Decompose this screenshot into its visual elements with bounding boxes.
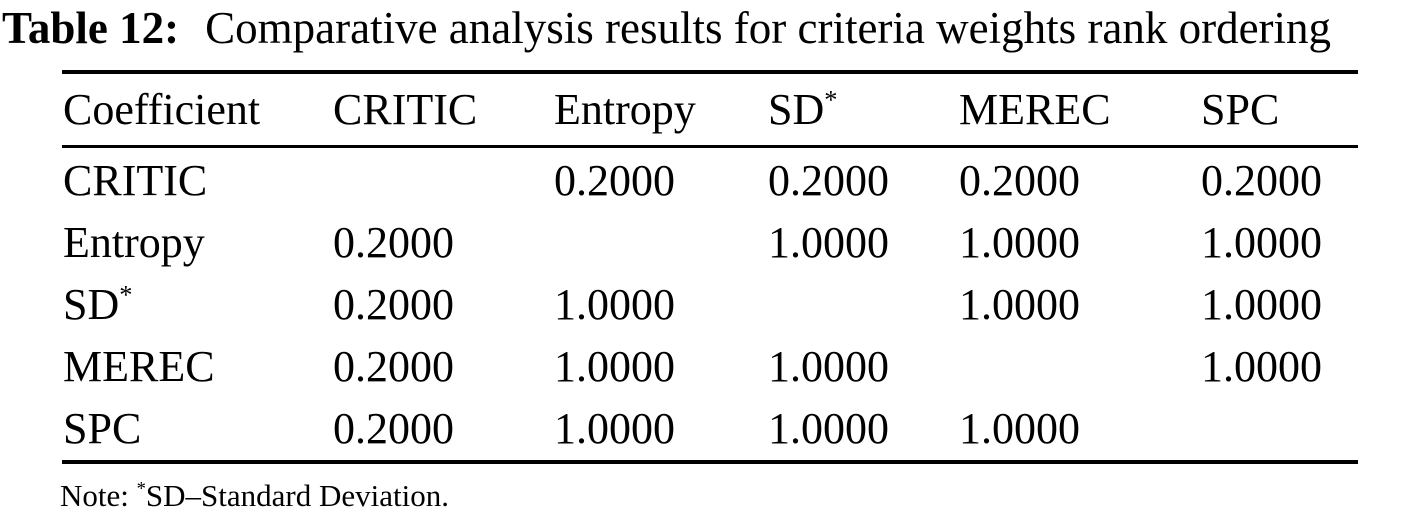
row-header: SPC [63, 404, 142, 453]
column-header-critic: CRITIC [333, 84, 478, 134]
caption-label: Table 12: [2, 3, 180, 53]
row-header: CRITIC [63, 156, 208, 205]
table-cell: 1.0000 [1201, 218, 1322, 267]
table-row-critic: CRITIC 0.2000 0.2000 0.2000 0.2000 [62, 150, 1358, 212]
footnote-prefix: Note: [60, 478, 137, 513]
table-cell: 1.0000 [959, 404, 1080, 453]
table-row-spc: SPC 0.2000 1.0000 1.0000 1.0000 [62, 398, 1358, 460]
column-header-merec: MEREC [959, 84, 1111, 134]
table-caption: Table 12: Comparative analysis results fo… [2, 3, 1331, 55]
table-cell: 1.0000 [959, 280, 1080, 329]
table-cell: 0.2000 [333, 342, 454, 391]
table-row-sd: SD* 0.2000 1.0000 1.0000 1.0000 [62, 274, 1358, 336]
row-header: MEREC [63, 342, 215, 391]
table-body: CRITIC 0.2000 0.2000 0.2000 0.2000 Entro… [62, 148, 1358, 460]
table-cell: 1.0000 [1201, 280, 1322, 329]
table-cell: 1.0000 [768, 218, 889, 267]
column-header-coefficient: Coefficient [63, 84, 261, 134]
table-cell: 1.0000 [554, 280, 675, 329]
table-cell: 0.2000 [333, 280, 454, 329]
table-cell: 0.2000 [768, 156, 889, 205]
column-header-entropy: Entropy [554, 84, 696, 134]
table-cell: 0.2000 [333, 404, 454, 453]
table-header-row: Coefficient CRITIC Entropy SD* MEREC SPC [62, 74, 1358, 148]
comparison-table: Coefficient CRITIC Entropy SD* MEREC SPC… [62, 70, 1358, 464]
column-header-spc: SPC [1201, 84, 1280, 134]
table-row-merec: MEREC 0.2000 1.0000 1.0000 1.0000 [62, 336, 1358, 398]
footnote-text: SD–Standard Deviation. [145, 478, 449, 513]
table-row-entropy: Entropy 0.2000 1.0000 1.0000 1.0000 [62, 212, 1358, 274]
table-cell: 1.0000 [959, 218, 1080, 267]
table-cell: 1.0000 [768, 404, 889, 453]
table-cell: 0.2000 [333, 218, 454, 267]
caption-text: Comparative analysis results for criteri… [205, 3, 1332, 53]
table-cell: 1.0000 [554, 404, 675, 453]
row-header: SD* [63, 279, 133, 329]
table-footnote: Note: *SD–Standard Deviation. [60, 477, 449, 514]
row-header: Entropy [63, 218, 205, 267]
column-header-sd: SD* [768, 83, 838, 134]
table-cell: 1.0000 [554, 342, 675, 391]
table-cell: 1.0000 [1201, 342, 1322, 391]
table-cell: 0.2000 [959, 156, 1080, 205]
superscript-asterisk: * [136, 478, 146, 500]
table-cell: 0.2000 [1201, 156, 1322, 205]
superscript-asterisk: * [119, 279, 133, 310]
table-cell: 0.2000 [554, 156, 675, 205]
table-cell: 1.0000 [768, 342, 889, 391]
superscript-asterisk: * [824, 83, 838, 114]
